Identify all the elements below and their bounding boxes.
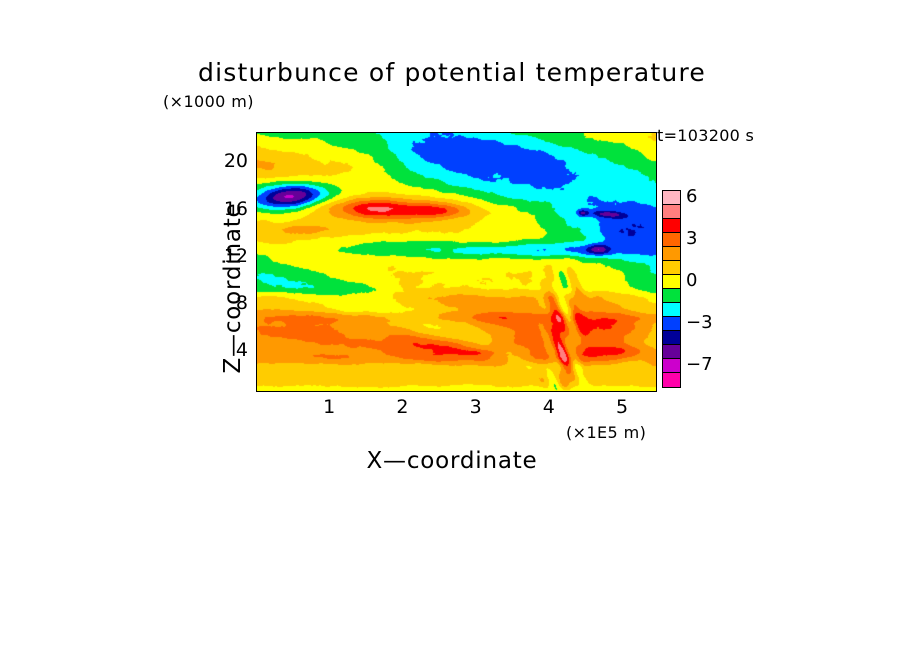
z-axis-unit-label: (×1000 m): [163, 92, 254, 111]
x-tick-label: 4: [542, 396, 555, 418]
y-tick-label: 12: [223, 244, 248, 267]
colorbar-swatch: [663, 373, 680, 387]
colorbar-swatch: [663, 359, 680, 373]
contour-field-canvas: [257, 133, 656, 391]
colorbar-swatch: [663, 289, 680, 303]
x-axis-ticks: 1 2 3 4 5: [256, 396, 655, 426]
x-tick-label: 1: [323, 396, 336, 418]
colorbar-swatch: [663, 205, 680, 219]
colorbar-tick-label: 6: [686, 186, 698, 207]
colorbar-tick-labels: 6 3 0 −3 −7: [686, 186, 746, 386]
colorbar-swatch: [663, 247, 680, 261]
time-annotation: t=103200 s: [657, 126, 755, 145]
colorbar-swatch: [663, 219, 680, 233]
y-tick-label: 16: [223, 197, 248, 220]
contour-plot-area: [256, 132, 657, 392]
colorbar-swatch: [663, 317, 680, 331]
x-tick-label: 5: [616, 396, 629, 418]
colorbar-swatch: [663, 233, 680, 247]
y-tick-label: 4: [235, 338, 248, 361]
colorbar-swatch: [663, 345, 680, 359]
y-axis-title: Z—coordinate: [220, 202, 246, 374]
x-axis-unit-label: (×1E5 m): [566, 423, 647, 442]
x-axis-title: X—coordinate: [366, 448, 538, 474]
y-axis-ticks: 4 8 12 16 20: [196, 132, 248, 390]
colorbar-tick-label: −3: [686, 312, 713, 333]
colorbar-swatch: [663, 303, 680, 317]
y-tick-label: 8: [235, 291, 248, 314]
colorbar: [662, 190, 681, 388]
page-title: disturbunce of potential temperature: [198, 58, 706, 87]
colorbar-tick-label: 3: [686, 228, 698, 249]
colorbar-tick-label: −7: [686, 354, 713, 375]
colorbar-swatch: [663, 331, 680, 345]
colorbar-swatch: [663, 191, 680, 205]
x-tick-label: 3: [469, 396, 482, 418]
colorbar-swatch: [663, 275, 680, 289]
y-tick-label: 20: [223, 150, 248, 173]
y-axis-title-wrapper: Z—coordinate: [155, 135, 246, 385]
x-tick-label: 2: [396, 396, 409, 418]
colorbar-swatch: [663, 261, 680, 275]
colorbar-tick-label: 0: [686, 270, 698, 291]
